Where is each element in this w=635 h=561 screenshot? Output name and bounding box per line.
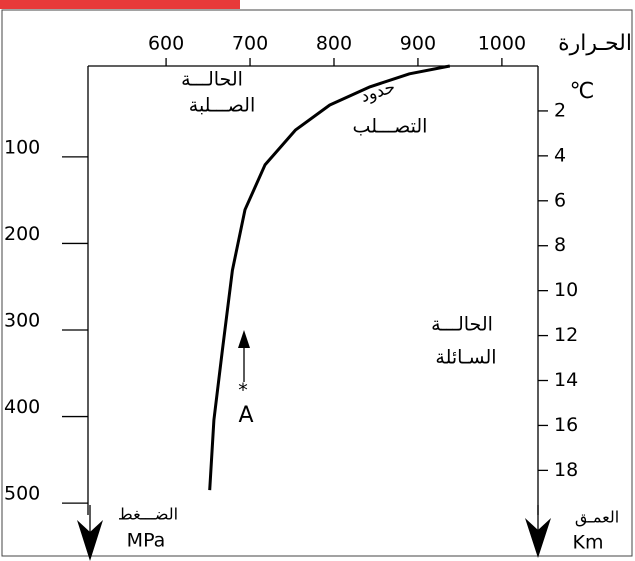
annotation: الحالـــة <box>181 69 243 91</box>
y2-tick-label: 12 <box>554 324 578 346</box>
annotation: * <box>238 380 248 402</box>
annotation: A <box>238 403 253 428</box>
y2-tick-label: 6 <box>554 189 566 211</box>
annotation: التصـــلب <box>353 116 428 138</box>
annotation: حدود <box>358 77 398 107</box>
solidus-curve <box>208 64 451 491</box>
x-title: الحـرارة <box>558 31 632 56</box>
y-tick-label: 400 <box>4 396 40 418</box>
frame <box>1 9 633 557</box>
y-tick-label: 300 <box>4 310 40 332</box>
red-bar <box>0 0 240 9</box>
x-tick-label: 900 <box>400 33 436 55</box>
y-tick-label: 500 <box>4 483 40 505</box>
y-tick-label: 200 <box>4 223 40 245</box>
y2-tick-label: 18 <box>554 459 578 481</box>
y2-arrow-head <box>525 518 551 558</box>
x-tick-label: 600 <box>148 33 184 55</box>
annotation: الحالـــة <box>431 314 493 336</box>
x-tick-label: 1000 <box>478 33 526 55</box>
annotation: الصـــلبة <box>189 95 255 117</box>
y-unit: MPa <box>127 530 166 552</box>
x-tick-label: 800 <box>316 33 352 55</box>
y2-unit: Km <box>573 532 604 554</box>
y-arrow-head <box>77 520 103 561</box>
annotation: السـائلة <box>435 347 496 369</box>
arrow-head <box>238 330 250 348</box>
y2-tick-label: 10 <box>554 279 578 301</box>
y-title: الضـــغط <box>118 505 178 524</box>
y2-tick-label: 4 <box>554 144 566 166</box>
y2-tick-label: 14 <box>554 369 578 391</box>
y2-tick-label: 2 <box>554 99 566 121</box>
x-unit: ℃ <box>570 79 595 104</box>
y2-tick-label: 16 <box>554 414 578 436</box>
x-tick-label: 700 <box>232 33 268 55</box>
y2-tick-label: 8 <box>554 234 566 256</box>
y2-title: العمـق <box>575 508 619 528</box>
y-tick-label: 100 <box>4 136 40 158</box>
